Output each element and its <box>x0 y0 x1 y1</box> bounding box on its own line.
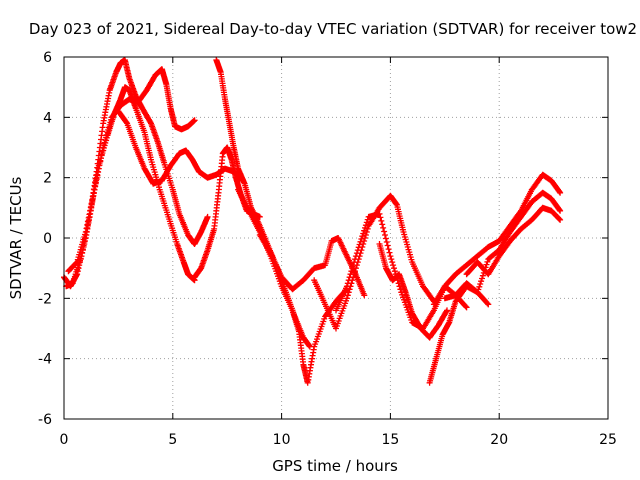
x-tick-label: 10 <box>273 432 291 448</box>
x-tick-label: 0 <box>60 432 69 448</box>
y-tick-label: -2 <box>38 291 52 307</box>
x-tick-label: 20 <box>490 432 508 448</box>
y-tick-label: 4 <box>43 110 52 126</box>
x-tick-label: 5 <box>168 432 177 448</box>
x-tick-label: 25 <box>599 432 617 448</box>
y-tick-label: 0 <box>43 231 52 247</box>
data-layer <box>61 57 564 386</box>
series-track-4 <box>115 108 246 187</box>
tick-layer: 0 5 10 15 20 25 -6 -4 -2 0 2 4 6 <box>38 50 617 448</box>
data-points-track-3 <box>65 66 198 275</box>
series-track-15 <box>463 204 564 278</box>
data-points-track-11 <box>376 241 450 341</box>
series-track-11 <box>376 241 450 341</box>
y-axis-title: SDTVAR / TECUs <box>7 176 25 299</box>
data-points-track-6 <box>213 57 313 350</box>
y-tick-label: -4 <box>38 352 52 368</box>
series-track-2 <box>63 57 211 290</box>
data-points-track-13 <box>430 171 564 308</box>
x-tick-label: 15 <box>381 432 399 448</box>
series-track-6 <box>213 57 313 350</box>
data-points-track-15 <box>463 204 564 278</box>
y-tick-label: 6 <box>43 50 52 66</box>
data-points-track-4 <box>115 108 246 187</box>
y-tick-label: -6 <box>38 412 52 428</box>
data-points-track-9 <box>311 192 437 332</box>
data-points-track-2 <box>63 57 211 290</box>
series-track-3 <box>65 66 198 275</box>
series-track-9 <box>311 192 437 332</box>
series-track-13 <box>430 171 564 308</box>
x-axis-title: GPS time / hours <box>272 457 398 475</box>
chart-title: Day 023 of 2021, Sidereal Day-to-day VTE… <box>29 20 637 38</box>
y-tick-label: 2 <box>43 171 52 187</box>
